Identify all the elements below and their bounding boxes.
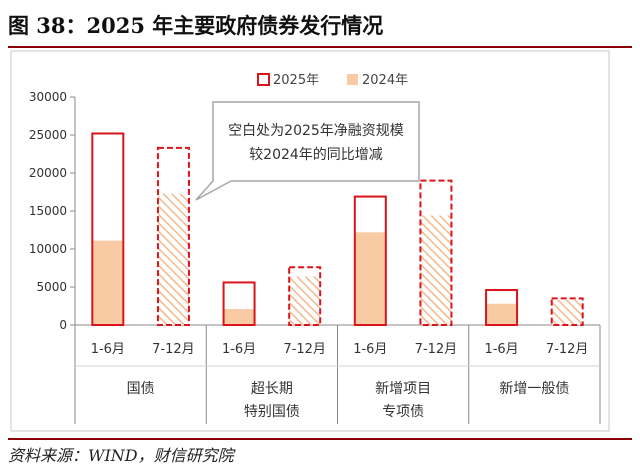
group-label: 新增项目 bbox=[375, 381, 431, 397]
bar-2025 bbox=[222, 281, 256, 327]
legend: 2025年 2024年 bbox=[257, 73, 408, 88]
group-label: 超长期 bbox=[251, 381, 293, 397]
y-tick-label: 25000 bbox=[29, 128, 67, 142]
x-tick-label: 7-12月 bbox=[283, 342, 326, 357]
y-tick-label: 5000 bbox=[36, 280, 67, 294]
bar-2024 bbox=[551, 299, 583, 325]
x-tick-label: 7-12月 bbox=[415, 342, 458, 357]
y-tick-label: 0 bbox=[59, 318, 67, 332]
chart-svg: 2025年 2024年 0 5000 10000 15000 20000 25000 300… bbox=[10, 50, 610, 432]
callout-text: 空白处为2025年净融资规模 bbox=[228, 123, 404, 139]
x-tick-label: 1-6月 bbox=[222, 342, 256, 357]
callout-box bbox=[195, 101, 420, 201]
bar-2024 bbox=[354, 232, 386, 325]
chart-frame: 2025年 2024年 0 5000 10000 15000 20000 25000 300… bbox=[10, 50, 630, 438]
bar-2024 bbox=[92, 240, 124, 325]
legend-swatch-2025 bbox=[257, 73, 270, 86]
group-label: 新增一般债 bbox=[499, 381, 569, 397]
chart-border bbox=[10, 50, 610, 432]
bar-2024 bbox=[289, 276, 321, 325]
bar-2025 bbox=[485, 289, 519, 326]
y-tick-label: 20000 bbox=[29, 166, 67, 180]
legend-label-2025: 2025年 bbox=[273, 73, 319, 88]
group-label: 国债 bbox=[127, 381, 155, 397]
figure-title: 图 38：2025 年主要政府债券发行情况 bbox=[8, 6, 632, 48]
bars bbox=[91, 132, 584, 327]
bar-2025 bbox=[288, 266, 322, 327]
bar-2024 bbox=[420, 215, 452, 325]
legend-label-2024: 2024年 bbox=[362, 73, 408, 88]
group-label: 专项债 bbox=[382, 404, 424, 420]
bar-2025 bbox=[91, 132, 125, 327]
group-label: 特别国债 bbox=[244, 404, 300, 420]
bar-2024 bbox=[157, 193, 189, 325]
bar-2025 bbox=[156, 146, 190, 326]
bar-2025 bbox=[353, 195, 387, 326]
y-tick-label: 15000 bbox=[29, 204, 67, 218]
bar-2024 bbox=[223, 309, 255, 325]
y-tick-label: 30000 bbox=[29, 90, 67, 104]
x-tick-label: 1-6月 bbox=[484, 342, 518, 357]
x-tick-label: 1-6月 bbox=[353, 342, 387, 357]
callout-text: 较2024年的同比增减 bbox=[249, 147, 383, 163]
source-note: 资料来源：WIND，财信研究院 bbox=[8, 438, 632, 472]
x-tick-label: 7-12月 bbox=[152, 342, 195, 357]
bar-2024 bbox=[486, 303, 518, 325]
bar-2025 bbox=[419, 179, 453, 326]
x-tick-label: 7-12月 bbox=[546, 342, 589, 357]
x-tick-label: 1-6月 bbox=[91, 342, 125, 357]
bar-2025 bbox=[550, 297, 584, 326]
legend-swatch-2024 bbox=[347, 74, 358, 85]
y-tick-label: 10000 bbox=[29, 242, 67, 256]
